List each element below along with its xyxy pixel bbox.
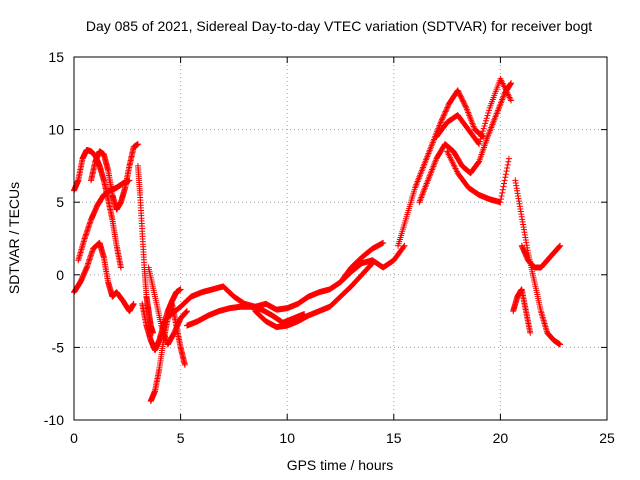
data-point-marker [476,138,483,145]
series-trace-c [88,141,141,213]
y-tick-label: 15 [48,49,64,65]
data-point-marker [500,183,507,190]
series-trace-b [71,239,137,315]
data-point-marker [462,103,469,110]
data-point-marker [479,130,486,137]
series-trace-o [416,80,515,206]
data-point-marker [441,111,448,118]
data-point-marker [504,161,511,168]
series-trace-t [510,286,534,336]
data-point-marker [126,177,133,184]
data-point-marker [443,107,450,114]
data-point-marker [482,117,489,124]
data-point-marker [501,180,508,187]
data-point-marker [483,115,490,122]
y-tick-label: 5 [56,194,64,210]
data-point-marker [485,107,492,114]
data-point-marker [476,141,483,148]
x-tick-label: 10 [279,430,295,446]
data-point-marker [443,105,450,112]
data-point-marker [485,110,492,117]
series-trace-p [433,75,515,148]
grid-layer [74,57,607,420]
data-point-marker [505,158,512,165]
data-point-marker [477,135,484,142]
x-tick-label: 0 [70,430,78,446]
data-point-marker [482,120,489,127]
x-tick-label: 20 [493,430,509,446]
data-point-marker [498,192,505,199]
data-point-marker [484,112,491,119]
y-tick-label: -5 [52,339,65,355]
series-trace-h [145,264,190,348]
data-point-marker [504,164,511,171]
series-trace-k [252,260,376,331]
data-point-marker [499,189,506,196]
data-point-marker [502,174,509,181]
data-point-marker [181,361,188,368]
tick-layer: 0 5 10 15 20 25 -10 -5 0 5 10 15 [44,49,615,446]
data-point-marker [445,103,452,110]
y-tick-label: -10 [44,412,64,428]
series-trace-n [395,87,487,249]
plot-frame [73,56,608,421]
data-point-marker [441,109,448,116]
data-point-marker [502,171,509,178]
data-point-marker [498,196,505,203]
data-point-marker [134,141,141,148]
y-axis-label: SDTVAR / TECUs [6,182,22,294]
data-point-marker [130,300,137,307]
data-point-marker [508,80,515,87]
series-trace-q [444,148,512,206]
data-point-marker [527,329,534,336]
x-tick-label: 5 [177,430,185,446]
data-point-marker [557,341,564,348]
data-point-marker [501,177,508,184]
data-point-marker [438,117,445,124]
data-point-marker [439,115,446,122]
chart-title: Day 085 of 2021, Sidereal Day-to-day VTE… [86,18,592,34]
data-point-marker [401,242,408,249]
data-layer [71,75,564,405]
data-point-marker [440,113,447,120]
data-point-marker [380,239,387,246]
series-trace-g [147,300,188,405]
data-point-marker [400,243,407,250]
data-point-marker [475,159,482,166]
data-point-marker [481,122,488,129]
data-point-marker [557,242,564,249]
y-tick-label: 10 [48,122,64,138]
y-tick-label: 0 [56,267,64,283]
data-point-marker [438,116,445,123]
data-point-marker [437,119,444,126]
data-point-marker [503,168,510,175]
data-point-marker [508,97,515,104]
data-point-marker [183,308,190,315]
data-point-marker [442,108,449,115]
data-point-marker [479,128,486,135]
x-tick-label: 25 [599,430,615,446]
x-tick-label: 15 [386,430,402,446]
data-point-marker [444,104,451,111]
data-point-marker [177,286,184,293]
series-trace-d [75,177,133,264]
x-axis-label: GPS time / hours [287,457,394,473]
data-point-marker [505,155,512,162]
data-point-marker [480,125,487,132]
series-trace-s [518,242,564,271]
data-point-marker [440,112,447,119]
data-point-marker [497,199,504,206]
data-point-marker [499,186,506,193]
data-point-marker [478,133,485,140]
series-trace-m [337,242,408,286]
data-point-marker [117,264,124,271]
series-trace-i [166,283,269,319]
